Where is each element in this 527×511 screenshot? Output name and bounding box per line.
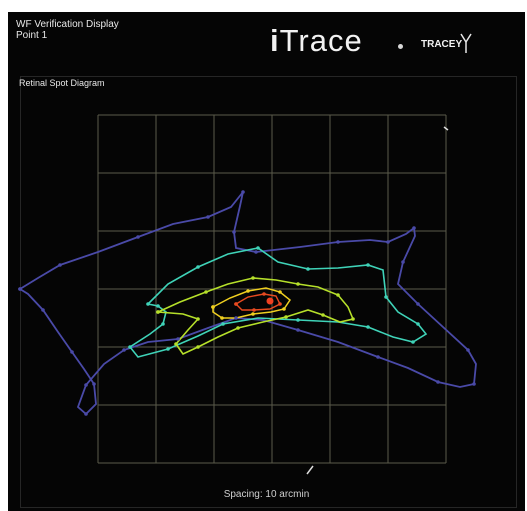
trace-point [296, 318, 300, 322]
retinal-spot-diagram [18, 114, 477, 475]
trace-point [278, 290, 282, 294]
trace-point [221, 322, 225, 326]
trace-point [384, 295, 388, 299]
trace-point [234, 316, 238, 320]
trace-point [174, 342, 178, 346]
trace-point [416, 322, 420, 326]
window-title: WF Verification Display [16, 19, 119, 30]
trace-point [256, 246, 260, 250]
trace-point [161, 322, 165, 326]
stray-mark-top [443, 126, 449, 131]
trace-point [211, 305, 215, 309]
plot-panel [20, 76, 517, 508]
trace-point [321, 313, 325, 317]
trace-point [366, 325, 370, 329]
logo-dot-icon [398, 44, 403, 49]
trace-point [204, 290, 208, 294]
trace-point [472, 382, 476, 386]
trace-point [262, 292, 266, 296]
logo-prefix: i [270, 23, 280, 58]
trace-point [58, 263, 62, 267]
trace-point [18, 287, 22, 291]
cyan-trace [128, 247, 428, 358]
trace-point [70, 350, 74, 354]
trace-point [296, 328, 300, 332]
trace-point [336, 240, 340, 244]
trace-point [128, 345, 132, 349]
trace-point [246, 289, 250, 293]
trace-point [156, 310, 160, 314]
trace-point [156, 304, 160, 308]
trace-point [166, 347, 170, 351]
trace-point [84, 412, 88, 416]
red-trace [235, 293, 281, 311]
stray-mark-bottom [306, 465, 314, 475]
itrace-logo: iTrace [270, 24, 363, 58]
trace-point [234, 302, 238, 306]
logo-name: Trace [279, 23, 363, 58]
trace-point [386, 240, 390, 244]
trace-point [282, 307, 286, 311]
trace-point [416, 302, 420, 306]
trace-point [351, 317, 355, 321]
trace-point [336, 293, 340, 297]
tracey-logo: TRACEY [421, 39, 463, 50]
trace-point [376, 355, 380, 359]
trace-point [251, 312, 255, 316]
grid-spacing-label: Spacing: 10 arcmin [223, 489, 310, 500]
trace-point [146, 302, 150, 306]
trace-point [136, 235, 140, 239]
trace-point [241, 190, 245, 194]
trace-point [306, 267, 310, 271]
trace-point [254, 250, 258, 254]
trace-point [411, 340, 415, 344]
outer-trace [19, 191, 477, 416]
tracey-mark-icon [460, 33, 472, 53]
trace-point [236, 326, 240, 330]
trace-point [196, 317, 200, 321]
plot-title: Retinal Spot Diagram [19, 78, 105, 88]
trace-point [412, 226, 416, 230]
trace-point [196, 265, 200, 269]
trace-point [220, 316, 224, 320]
trace-point [251, 276, 255, 280]
trace-point [401, 260, 405, 264]
trace-point [84, 383, 88, 387]
trace-point [41, 308, 45, 312]
trace-point [176, 337, 180, 341]
trace-point [466, 348, 470, 352]
trace-point [436, 380, 440, 384]
trace-point [366, 263, 370, 267]
trace-center-dot [266, 297, 274, 305]
trace-point [232, 230, 236, 234]
trace-point [196, 345, 200, 349]
trace-point [284, 315, 288, 319]
display-screen: WF Verification Display Point 1 iTrace T… [8, 12, 525, 511]
trace-point [252, 308, 256, 312]
trace-point [92, 382, 96, 386]
point-label: Point 1 [16, 30, 48, 41]
trace-point [206, 215, 210, 219]
trace-point [122, 348, 126, 352]
trace-point [278, 302, 282, 306]
trace-point [296, 282, 300, 286]
